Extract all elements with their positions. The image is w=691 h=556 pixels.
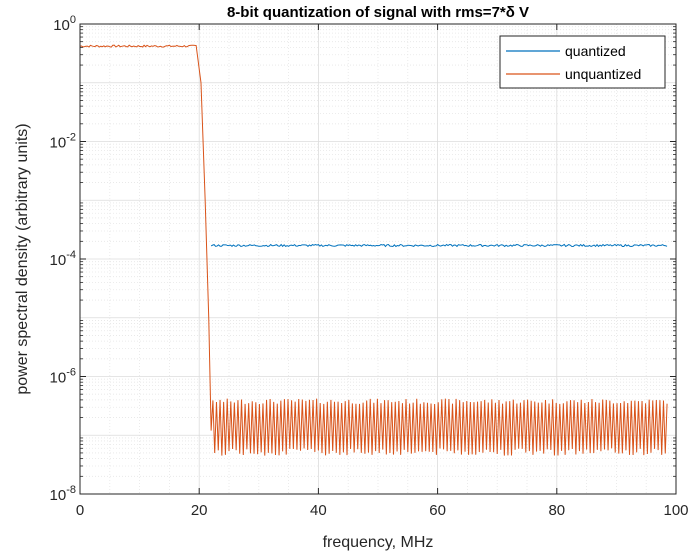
x-tick-label: 20 (191, 502, 208, 519)
x-axis-label: frequency, MHz (323, 534, 434, 551)
legend: quantized unquantized (499, 35, 666, 89)
y-tick-label: 10-4 (50, 249, 76, 269)
x-tick-label: 0 (76, 502, 84, 519)
ticks (79, 23, 677, 495)
x-tick-label: 100 (663, 502, 688, 519)
chart-title: 8-bit quantization of signal with rms=7*… (227, 4, 529, 21)
series-line-quantized (210, 243, 668, 248)
y-tick-label: 10-2 (50, 132, 76, 152)
series-line-unquantized (79, 44, 668, 456)
y-tick-label: 10-8 (50, 484, 76, 504)
series-layer (79, 44, 668, 456)
y-tick-label: 100 (53, 14, 76, 34)
x-tick-label: 80 (548, 502, 565, 519)
tick-labels: 0 20 40 60 80 100 10-8 10-6 10-4 10-2 100 (50, 14, 689, 519)
legend-box (499, 35, 666, 89)
x-tick-label: 60 (429, 502, 446, 519)
y-tick-label: 10-6 (50, 367, 76, 387)
y-axis-label: power spectral density (arbitrary units) (14, 123, 31, 394)
x-tick-label: 40 (310, 502, 327, 519)
legend-label-quantized: quantized (565, 43, 626, 59)
grid (79, 23, 677, 495)
legend-label-unquantized: unquantized (565, 66, 641, 82)
